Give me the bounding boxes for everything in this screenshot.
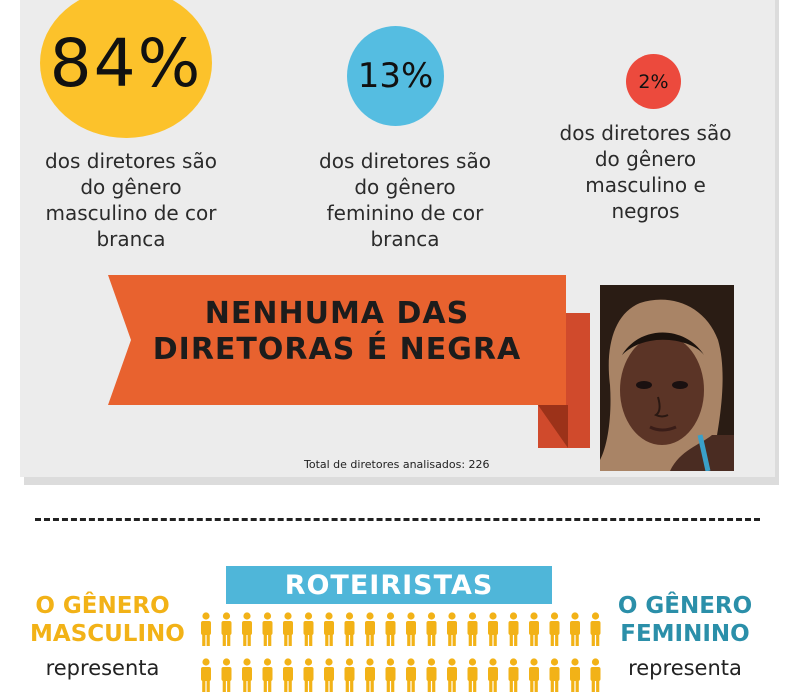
ribbon-text: NENHUMA DAS DIRETORAS É NEGRA — [152, 296, 522, 367]
person-icon — [426, 612, 437, 646]
male-gender-subtitle: representa — [45, 656, 160, 680]
person-icon — [508, 612, 519, 646]
person-icon — [303, 612, 314, 646]
person-icon — [447, 612, 457, 646]
person-icon — [344, 658, 355, 692]
person-icon — [221, 658, 232, 692]
person-icon — [529, 612, 539, 646]
person-icon — [467, 612, 478, 646]
male-gender-title: O GÊNERO MASCULINO — [30, 593, 185, 647]
stat-text-male-black: dos diretores são do gênero masculino e … — [559, 121, 732, 223]
total-directors-note: Total de diretores analisados: 226 — [304, 458, 490, 471]
person-icon — [426, 658, 437, 692]
person-icon — [488, 612, 498, 646]
person-icon — [447, 658, 457, 692]
person-icon — [570, 612, 580, 646]
person-icon — [385, 658, 396, 692]
person-icon — [365, 658, 375, 692]
person-icon — [529, 658, 539, 692]
stat-circle-13: 13% — [347, 26, 444, 126]
woman-portrait-illustration — [600, 285, 734, 471]
person-icon — [549, 612, 560, 646]
person-icon — [549, 658, 560, 692]
person-icon — [344, 612, 355, 646]
person-icon — [201, 612, 211, 646]
person-icon — [242, 612, 252, 646]
female-gender-subtitle: representa — [628, 656, 742, 680]
female-gender-title: O GÊNERO FEMININO — [617, 593, 753, 647]
stat-circle-84: 84% — [40, 0, 212, 138]
roteiristas-banner: ROTEIRISTAS — [226, 566, 552, 604]
stat-text-male-white: dos diretores são do gênero masculino de… — [45, 149, 217, 251]
person-icon — [365, 612, 375, 646]
ribbon-fold — [538, 405, 568, 448]
person-icon — [406, 612, 416, 646]
stat-text-female-white: dos diretores são do gênero feminino de … — [319, 149, 491, 251]
person-icon — [508, 658, 519, 692]
person-icon — [590, 658, 601, 692]
stat-circle-2: 2% — [626, 54, 681, 109]
person-icon — [283, 612, 293, 646]
person-icon — [221, 612, 232, 646]
person-icon — [201, 658, 211, 692]
person-icon — [385, 612, 396, 646]
person-icon — [324, 658, 334, 692]
person-icon — [303, 658, 314, 692]
section-divider — [35, 518, 760, 521]
person-icon — [262, 612, 273, 646]
person-icon — [570, 658, 580, 692]
person-icon — [324, 612, 334, 646]
person-icon — [242, 658, 252, 692]
person-icon — [590, 612, 601, 646]
person-icon — [406, 658, 416, 692]
person-icon — [467, 658, 478, 692]
person-icon-grid — [201, 612, 601, 692]
person-icon — [488, 658, 498, 692]
ribbon-banner — [108, 275, 566, 405]
person-icon — [262, 658, 273, 692]
person-icon — [283, 658, 293, 692]
